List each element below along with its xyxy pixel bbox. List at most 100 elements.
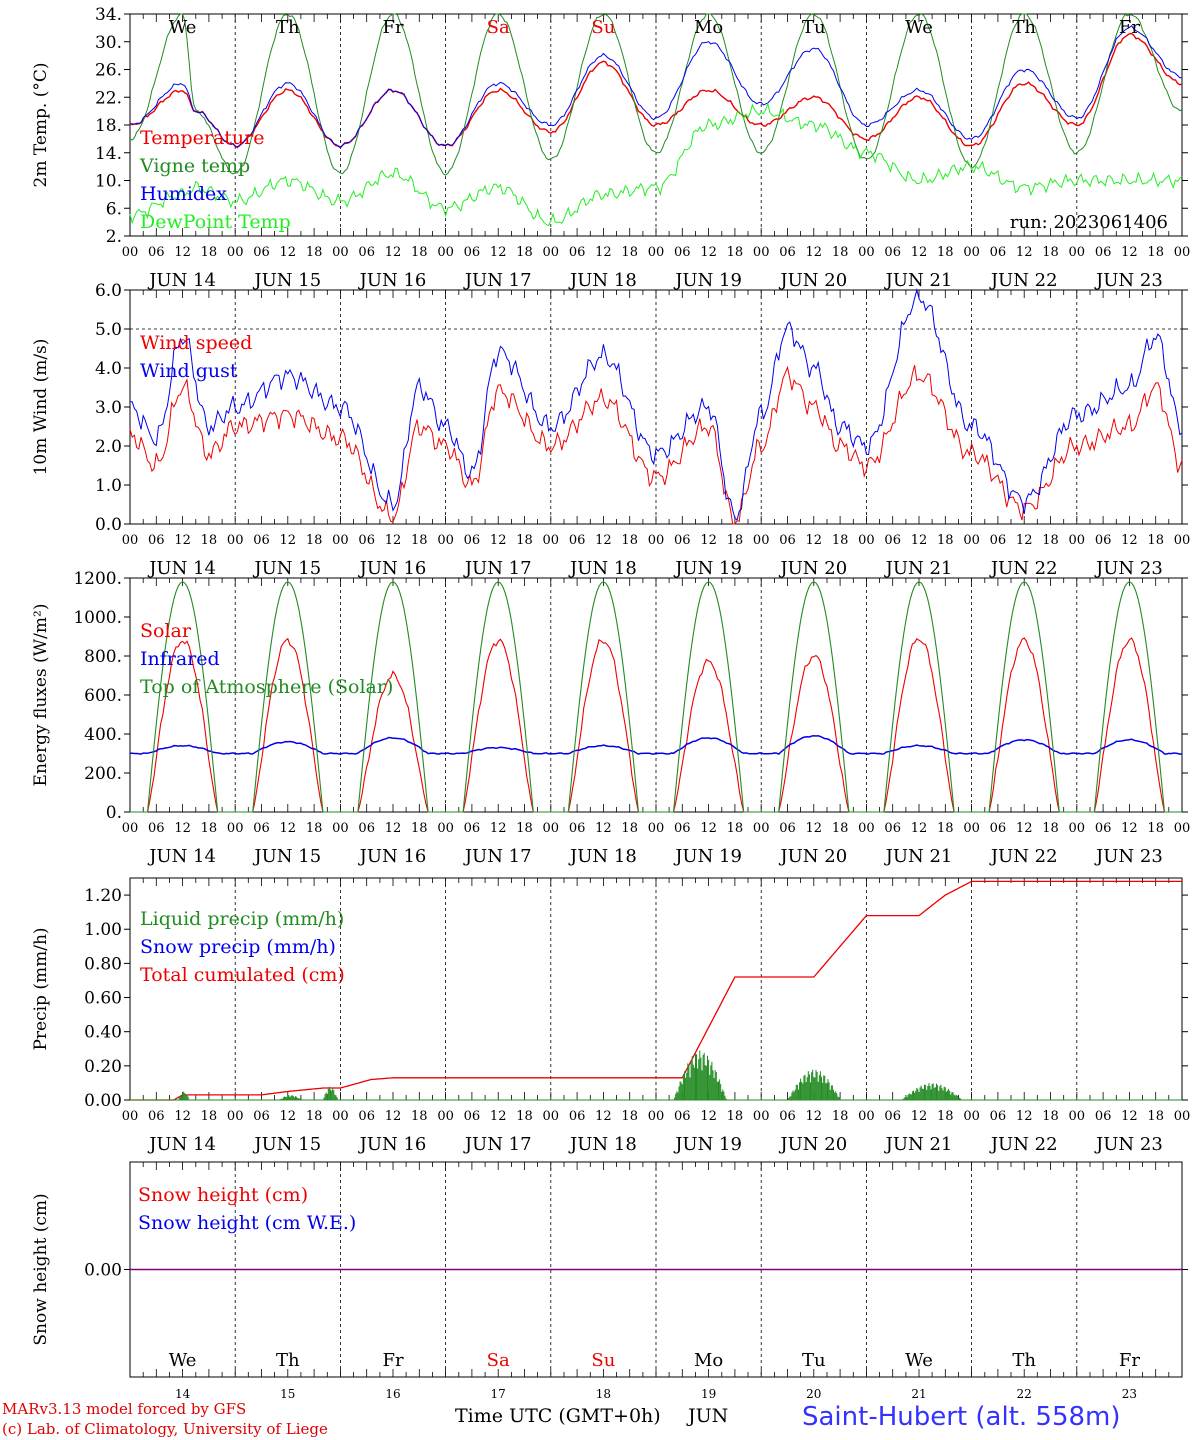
y-tick-label: 1200. bbox=[73, 569, 122, 589]
hour-tick-label: 12 bbox=[385, 245, 402, 260]
hour-tick-label: 18 bbox=[516, 1109, 533, 1124]
y-tick-label: 30. bbox=[95, 33, 122, 53]
hour-tick-label: 12 bbox=[385, 533, 402, 548]
y-tick-label: 0.80 bbox=[84, 954, 122, 974]
date-label: JUN 23 bbox=[1094, 1134, 1163, 1155]
hour-tick-label: 00 bbox=[963, 533, 980, 548]
series-total-cumulated bbox=[130, 880, 1182, 1101]
legend-solar: Solar bbox=[140, 620, 192, 642]
hour-tick-label: 00 bbox=[437, 821, 454, 836]
hour-tick-label: 12 bbox=[174, 821, 191, 836]
legend-snow-precip-mm-h-: Snow precip (mm/h) bbox=[140, 936, 336, 958]
credit-lab: (c) Lab. of Climatology, University of L… bbox=[2, 1420, 328, 1438]
hour-tick-label: 00 bbox=[753, 533, 770, 548]
y-tick-label: 1.20 bbox=[84, 886, 122, 906]
y-tick-label: 0.00 bbox=[84, 1261, 122, 1281]
date-label: JUN 16 bbox=[358, 1134, 427, 1155]
weekday-label: Su bbox=[591, 1350, 615, 1371]
hour-tick-label: 12 bbox=[280, 821, 297, 836]
date-label: JUN 22 bbox=[989, 558, 1058, 579]
hour-tick-label: 18 bbox=[1042, 245, 1059, 260]
y-tick-label: 2.0 bbox=[95, 437, 122, 457]
weekday-label: Fr bbox=[1119, 1350, 1140, 1371]
hour-tick-label: 12 bbox=[911, 533, 928, 548]
hour-tick-label: 00 bbox=[753, 821, 770, 836]
y-tick-label: 0.60 bbox=[84, 989, 122, 1009]
hour-tick-label: 18 bbox=[201, 533, 218, 548]
y-tick-label: 6. bbox=[106, 199, 122, 219]
hour-tick-label: 18 bbox=[306, 1109, 323, 1124]
hour-tick-label: 06 bbox=[779, 245, 796, 260]
hour-tick-label: 18 bbox=[937, 821, 954, 836]
hour-tick-label: 18 bbox=[1147, 533, 1164, 548]
hour-tick-label: 12 bbox=[1016, 821, 1033, 836]
weekday-label: We bbox=[169, 17, 197, 38]
weekday-label: Fr bbox=[382, 1350, 403, 1371]
hour-tick-label: 18 bbox=[1042, 533, 1059, 548]
hour-tick-label: 18 bbox=[1147, 1109, 1164, 1124]
date-label: JUN 21 bbox=[884, 1134, 953, 1155]
hour-tick-label: 00 bbox=[122, 821, 139, 836]
hour-tick-label: 12 bbox=[595, 821, 612, 836]
date-label: JUN 20 bbox=[778, 1134, 847, 1155]
hour-tick-label: 00 bbox=[332, 533, 349, 548]
hour-tick-label: 18 bbox=[1042, 1109, 1059, 1124]
hour-tick-label: 12 bbox=[700, 1109, 717, 1124]
day-number-label: 15 bbox=[280, 1387, 295, 1401]
hour-tick-label: 12 bbox=[1016, 1109, 1033, 1124]
hour-tick-label: 00 bbox=[332, 245, 349, 260]
hour-tick-label: 12 bbox=[595, 533, 612, 548]
date-label: JUN 19 bbox=[673, 558, 742, 579]
hour-tick-label: 12 bbox=[1016, 245, 1033, 260]
hour-tick-label: 00 bbox=[963, 1109, 980, 1124]
hour-tick-label: 00 bbox=[858, 1109, 875, 1124]
hour-tick-label: 18 bbox=[201, 821, 218, 836]
y-tick-label: 600. bbox=[84, 686, 122, 706]
day-number-label: 23 bbox=[1122, 1387, 1137, 1401]
hour-ticks bbox=[129, 290, 1183, 524]
hour-tick-label: 06 bbox=[358, 533, 375, 548]
weekday-label: Fr bbox=[382, 17, 403, 38]
station-name: Saint-Hubert (alt. 558m) bbox=[802, 1402, 1121, 1432]
hour-tick-label: 06 bbox=[569, 533, 586, 548]
y-tick-label: 10. bbox=[95, 172, 122, 192]
hour-tick-label: 12 bbox=[385, 1109, 402, 1124]
hour-tick-label: 00 bbox=[543, 245, 560, 260]
hour-tick-label: 18 bbox=[516, 821, 533, 836]
hour-tick-label: 18 bbox=[727, 533, 744, 548]
hour-tick-label: 18 bbox=[937, 533, 954, 548]
hour-tick-label: 00 bbox=[332, 821, 349, 836]
hour-tick-label: 06 bbox=[884, 821, 901, 836]
hour-tick-label: 12 bbox=[700, 821, 717, 836]
hour-tick-label: 00 bbox=[648, 821, 665, 836]
y-tick-label: 34. bbox=[95, 5, 122, 25]
hour-tick-label: 00 bbox=[437, 1109, 454, 1124]
hour-ticks bbox=[129, 1162, 1183, 1377]
date-label: JUN 14 bbox=[147, 1134, 216, 1155]
hour-tick-label: 06 bbox=[990, 533, 1007, 548]
hour-tick-label: 06 bbox=[464, 821, 481, 836]
date-label: JUN 15 bbox=[252, 846, 321, 867]
hour-tick-label: 00 bbox=[858, 821, 875, 836]
hour-tick-label: 06 bbox=[569, 1109, 586, 1124]
hour-tick-label: 00 bbox=[1069, 533, 1086, 548]
y-tick-label: 0.0 bbox=[95, 515, 122, 535]
hour-tick-label: 00 bbox=[1174, 245, 1191, 260]
series-top-of-atmosphere-solar- bbox=[130, 581, 1182, 813]
date-label: JUN 15 bbox=[252, 270, 321, 291]
series-liquid-precip bbox=[130, 1050, 1182, 1101]
hour-tick-label: 06 bbox=[148, 1109, 165, 1124]
weekday-label: Sa bbox=[487, 1350, 510, 1371]
series-vigne-temp bbox=[129, 13, 1183, 176]
hour-tick-label: 18 bbox=[621, 1109, 638, 1124]
hour-tick-label: 06 bbox=[990, 1109, 1007, 1124]
weekday-label: Su bbox=[591, 17, 615, 38]
date-label: JUN 14 bbox=[147, 846, 216, 867]
hour-tick-label: 06 bbox=[569, 821, 586, 836]
date-label: JUN 17 bbox=[463, 270, 532, 291]
legend-temperature: Temperature bbox=[140, 127, 264, 149]
date-label: JUN 22 bbox=[989, 270, 1058, 291]
hour-tick-label: 00 bbox=[753, 1109, 770, 1124]
date-label: JUN 20 bbox=[778, 558, 847, 579]
day-number-label: 18 bbox=[596, 1387, 611, 1401]
